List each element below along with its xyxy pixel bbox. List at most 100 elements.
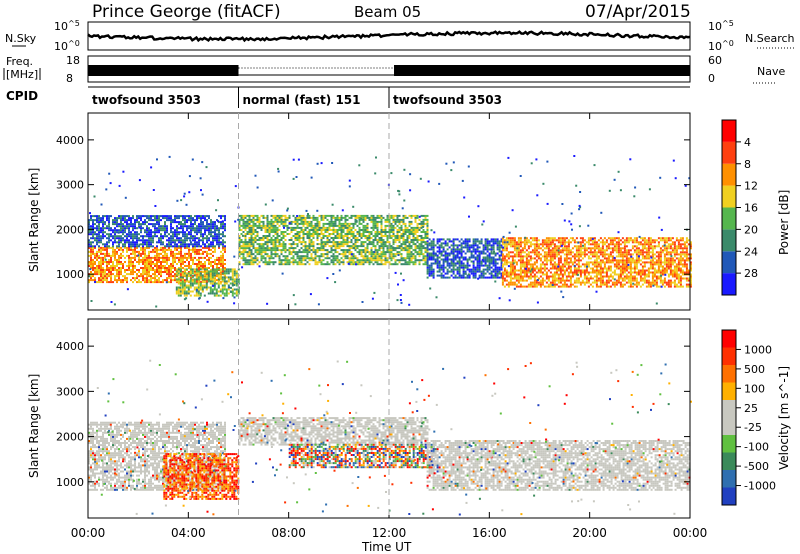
range-cell — [96, 239, 98, 242]
range-cell — [575, 269, 578, 272]
cpid-segments: twofsound 3503 normal (fast) 151 twofsound… — [92, 87, 502, 108]
range-cell — [378, 241, 381, 244]
range-cell — [172, 241, 174, 244]
range-cell — [316, 263, 319, 266]
range-cell — [88, 227, 90, 230]
range-cell — [238, 249, 241, 252]
range-cell — [310, 233, 313, 235]
range-cell — [298, 226, 301, 229]
range-cell — [392, 235, 395, 237]
range-cell — [166, 231, 168, 234]
range-cell — [362, 235, 365, 237]
range-cell — [98, 248, 100, 251]
range-cell — [112, 246, 114, 249]
range-cell — [338, 222, 341, 225]
range-cell — [162, 217, 164, 220]
range-cell — [166, 248, 168, 251]
range-cell — [366, 245, 369, 248]
range-cell — [118, 263, 120, 265]
range-cell — [185, 284, 188, 287]
range-cell — [294, 222, 297, 225]
range-cell — [549, 253, 552, 256]
range-cell — [122, 263, 124, 265]
range-cell — [142, 256, 144, 259]
range-cell — [256, 263, 259, 266]
range-cell — [306, 255, 309, 258]
range-cell — [322, 263, 325, 266]
range-cell — [100, 281, 102, 284]
range-cell — [120, 267, 122, 269]
range-cell — [511, 257, 514, 260]
range-cell — [388, 249, 391, 252]
range-cell — [372, 220, 375, 223]
range-cell — [88, 225, 90, 228]
nave-tick-0: 0 — [708, 72, 715, 85]
range-cell — [402, 220, 405, 223]
range-cell — [380, 218, 383, 221]
range-cell — [223, 286, 226, 289]
range-cell — [577, 249, 580, 252]
range-cell — [579, 265, 582, 268]
range-cell — [300, 247, 303, 250]
range-cell — [386, 220, 389, 223]
range-cell — [553, 239, 556, 242]
range-cell — [182, 243, 184, 246]
range-cell — [332, 249, 335, 252]
range-cell — [304, 245, 307, 248]
range-cell — [577, 267, 580, 270]
range-cell — [515, 283, 518, 286]
range-cell — [192, 245, 194, 248]
range-cell — [414, 218, 417, 221]
range-cell — [192, 279, 194, 282]
range-cell — [464, 266, 467, 269]
range-cell — [390, 231, 393, 233]
range-cell — [191, 272, 194, 275]
range-cell — [342, 237, 345, 239]
range-cell — [205, 282, 208, 285]
range-cell — [110, 279, 112, 282]
range-cell — [296, 251, 299, 254]
range-cell — [340, 261, 343, 264]
range-cell — [206, 223, 208, 226]
range-cell — [200, 248, 202, 251]
range-cell — [179, 290, 182, 293]
range-cell — [428, 258, 431, 261]
range-cell — [185, 276, 188, 279]
range-cell — [503, 277, 506, 280]
range-cell — [172, 263, 174, 265]
range-cell — [312, 247, 315, 250]
range-cell — [533, 279, 536, 282]
range-cell — [344, 233, 347, 235]
range-cell — [140, 267, 142, 269]
range-cell — [364, 224, 367, 227]
range-cell — [304, 249, 307, 252]
range-cell — [194, 271, 196, 273]
range-cell — [370, 218, 373, 221]
range-cell — [130, 246, 132, 249]
range-cell — [154, 217, 156, 220]
range-cell — [340, 216, 343, 219]
range-cell — [195, 290, 198, 293]
range-cell — [248, 251, 251, 254]
range-cell — [456, 250, 459, 253]
range-cell — [464, 264, 467, 267]
range-cell — [384, 261, 387, 264]
range-cell — [334, 229, 337, 231]
range-cell — [244, 239, 247, 241]
range-cell — [358, 226, 361, 229]
range-cell — [142, 250, 144, 253]
range-cell — [310, 259, 313, 262]
range-cell — [565, 245, 568, 248]
range-cell — [338, 220, 341, 223]
range-cell — [160, 281, 162, 284]
range-cell — [198, 225, 200, 228]
range-cell — [182, 267, 184, 269]
range-cell — [204, 233, 206, 236]
range-cell — [426, 220, 429, 223]
range-cell — [194, 235, 196, 238]
range-cell — [316, 247, 319, 250]
range-cell — [519, 269, 522, 272]
range-cell — [324, 253, 327, 256]
range-cell — [446, 262, 449, 265]
range-cell — [106, 275, 108, 278]
